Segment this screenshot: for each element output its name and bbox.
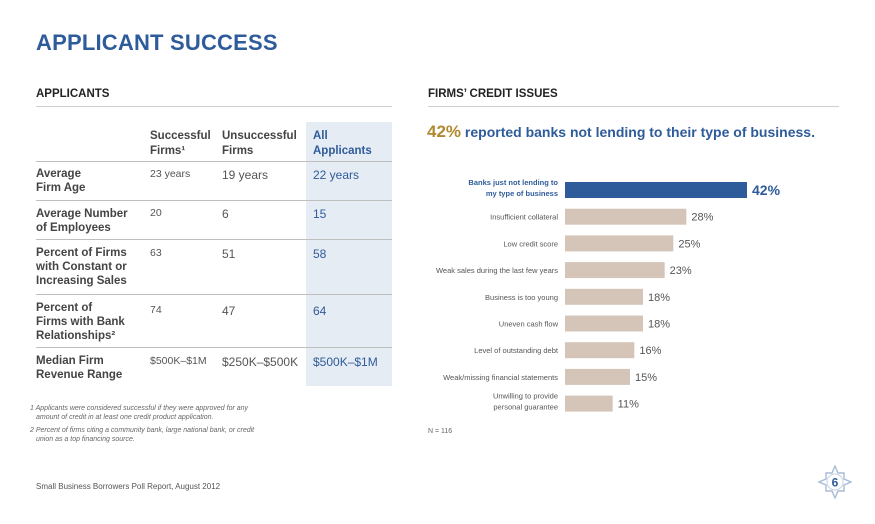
- bar: [565, 235, 674, 252]
- row-label-line: Increasing Sales: [36, 275, 127, 287]
- credit-issues-headline: 42% reported banks not lending to their …: [427, 122, 815, 142]
- column-header-line: Applicants: [313, 145, 372, 157]
- ornament-icon: 6: [817, 464, 853, 500]
- row-rule: [36, 347, 392, 348]
- applicants-heading-rule: [36, 106, 392, 107]
- category-label: Uneven cash flow: [499, 320, 559, 329]
- bar-value-label: 18%: [648, 319, 670, 331]
- footnote-1: 1 Applicants were considered successful …: [30, 404, 280, 422]
- headline-text: reported banks not lending to their type…: [461, 124, 815, 140]
- column-header-line: Successful: [150, 130, 211, 142]
- credit-issues-heading: FIRMS’ CREDIT ISSUES: [428, 88, 558, 100]
- category-label: Unwilling to provide: [493, 392, 558, 401]
- category-label: my type of business: [486, 189, 558, 198]
- cell-all: 64: [313, 304, 327, 318]
- row-rule: [36, 239, 392, 240]
- cell-unsuccessful: 47: [222, 304, 236, 318]
- bar-value-label: 25%: [678, 238, 700, 250]
- bar-value-label: 18%: [648, 292, 670, 304]
- footnote-line: 1 Applicants were considered successful …: [30, 405, 249, 412]
- row-label-bank-relationships: Percent of Firms with Bank Relationships…: [36, 301, 125, 343]
- sample-size-label: N = 116: [428, 428, 453, 435]
- bar: [565, 208, 687, 225]
- column-header-successful: Successful Firms¹: [150, 129, 211, 159]
- row-label-line: Relationships²: [36, 330, 116, 342]
- cell-unsuccessful: $250K–$500K: [222, 355, 299, 369]
- bar: [565, 288, 643, 305]
- bar: [565, 342, 635, 359]
- page-title: APPLICANT SUCCESS: [36, 30, 278, 55]
- footnote-line: union as a top financing source.: [36, 436, 135, 443]
- page-number: 6: [832, 476, 839, 490]
- headline-percent: 42%: [427, 122, 462, 141]
- footnote-line: amount of credit in at least one credit …: [36, 414, 214, 421]
- cell-all: $500K–$1M: [313, 355, 378, 369]
- row-label-line: Percent of: [36, 302, 93, 314]
- cell-successful: 63: [150, 247, 162, 259]
- row-label-line: with Constant or: [36, 261, 127, 273]
- row-label-line: Percent of Firms: [36, 247, 127, 259]
- footnote-2: 2 Percent of firms citing a community ba…: [30, 426, 280, 444]
- bar: [565, 395, 613, 412]
- category-label: Weak sales during the last few years: [436, 266, 558, 275]
- bar: [565, 368, 630, 385]
- cell-all: 15: [313, 207, 327, 221]
- row-label-employees: Average Number of Employees: [36, 207, 128, 235]
- category-label: Insufficient collateral: [490, 213, 558, 222]
- row-label-line: Median Firm: [36, 355, 104, 367]
- category-label: Banks just not lending to: [468, 178, 558, 187]
- header-rule: [36, 161, 392, 162]
- column-header-all-applicants: All Applicants: [313, 129, 372, 159]
- row-label-line: Average Number: [36, 208, 128, 220]
- cell-unsuccessful: 6: [222, 207, 229, 221]
- bar-value-label: 28%: [691, 212, 713, 224]
- row-label-firm-age: Average Firm Age: [36, 167, 85, 195]
- bar: [565, 182, 747, 198]
- cell-successful: 20: [150, 207, 162, 219]
- cell-successful: 74: [150, 304, 162, 316]
- bar: [565, 262, 665, 279]
- footnote-line: 2 Percent of firms citing a community ba…: [30, 427, 255, 434]
- all-applicants-column-background: [306, 122, 392, 386]
- column-header-line: Unsuccessful: [222, 130, 297, 142]
- cell-unsuccessful: 51: [222, 247, 236, 261]
- column-header-unsuccessful: Unsuccessful Firms: [222, 129, 297, 159]
- row-label-line: Revenue Range: [36, 369, 123, 381]
- bar-value-label: 15%: [635, 372, 657, 384]
- page-number-badge: 6: [817, 464, 853, 500]
- column-header-line: All: [313, 130, 328, 142]
- applicants-heading: APPLICANTS: [36, 88, 110, 100]
- cell-successful: $500K–$1M: [150, 355, 207, 367]
- row-label-line: of Employees: [36, 222, 111, 234]
- row-label-revenue-range: Median Firm Revenue Range: [36, 354, 122, 382]
- credit-issues-heading-rule: [428, 106, 839, 107]
- category-label: personal guarantee: [493, 403, 558, 412]
- cell-successful: 23 years: [150, 168, 191, 180]
- category-label: Level of outstanding debt: [474, 346, 559, 355]
- bar-value-label: 42%: [752, 182, 781, 198]
- cell-unsuccessful: 19 years: [222, 168, 269, 182]
- cell-all: 58: [313, 247, 327, 261]
- row-rule: [36, 200, 392, 201]
- bar-value-label: 16%: [639, 345, 661, 357]
- row-label-line: Firms with Bank: [36, 316, 125, 328]
- row-label-line: Firm Age: [36, 182, 86, 194]
- bar-value-label: 11%: [618, 399, 639, 411]
- category-label: Weak/missing financial statements: [443, 373, 558, 382]
- row-rule: [36, 294, 392, 295]
- row-label-line: Average: [36, 168, 81, 180]
- bar-value-label: 23%: [670, 265, 692, 277]
- row-label-increasing-sales: Percent of Firms with Constant or Increa…: [36, 246, 127, 288]
- category-label: Business is too young: [485, 293, 558, 302]
- bar: [565, 315, 643, 332]
- credit-issues-bar-chart: 42% Banks just not lending to my type of b…: [436, 178, 781, 412]
- column-header-line: Firms: [222, 145, 254, 157]
- category-label: Low credit score: [503, 239, 558, 248]
- cell-all: 22 years: [313, 168, 360, 182]
- source-footer: Small Business Borrowers Poll Report, Au…: [36, 482, 221, 491]
- column-header-line: Firms¹: [150, 145, 186, 157]
